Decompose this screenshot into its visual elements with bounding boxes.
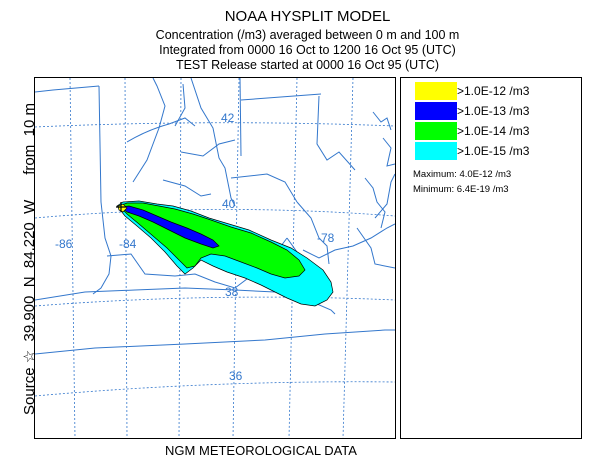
lon-label-86: -86: [55, 237, 73, 251]
plume-1e12: [117, 203, 128, 213]
legend-label: >1.0E-14 /m3: [457, 124, 530, 138]
plume-1e13: [120, 205, 220, 249]
legend-swatch-blue: [415, 102, 457, 120]
lon-label-84: -84: [119, 237, 137, 251]
concentration-plume: [116, 200, 334, 307]
lat-label-36: 36: [229, 369, 243, 383]
concentration-subtitle: Concentration (/m3) averaged between 0 m…: [155, 28, 460, 42]
legend-swatch-green: [415, 122, 457, 140]
legend-maximum: Maximum: 4.0E-12 /m3: [413, 169, 512, 180]
release-subtitle: TEST Release started at 0000 16 Oct 95 (…: [175, 58, 440, 72]
integration-subtitle: Integrated from 0000 16 Oct to 1200 16 O…: [159, 43, 456, 57]
map-panel: 42 40 38 36 -86 -84 -78: [34, 77, 396, 439]
lat-label-38: 38: [225, 285, 239, 299]
legend-minimum: Minimum: 6.4E-19 /m3: [413, 184, 509, 195]
lon-label-78: -78: [317, 231, 335, 245]
model-title: NOAA HYSPLIT MODEL: [224, 8, 391, 25]
legend-swatch-cyan: [415, 142, 457, 160]
legend-label: >1.0E-12 /m3: [457, 84, 530, 98]
lat-label-42: 42: [221, 111, 235, 125]
lat-label-40: 40: [222, 197, 236, 211]
met-data-caption: NGM METEOROLOGICAL DATA: [165, 443, 357, 458]
legend-swatch-yellow: [415, 82, 457, 100]
legend-label: >1.0E-15 /m3: [457, 144, 530, 158]
plume-map: 42 40 38 36 -86 -84 -78: [35, 78, 395, 438]
source-marker: [116, 202, 126, 212]
state-boundaries: [35, 78, 395, 355]
legend-panel: >1.0E-12 /m3 >1.0E-13 /m3 >1.0E-14 /m3 >…: [400, 77, 582, 439]
legend-label: >1.0E-13 /m3: [457, 104, 530, 118]
